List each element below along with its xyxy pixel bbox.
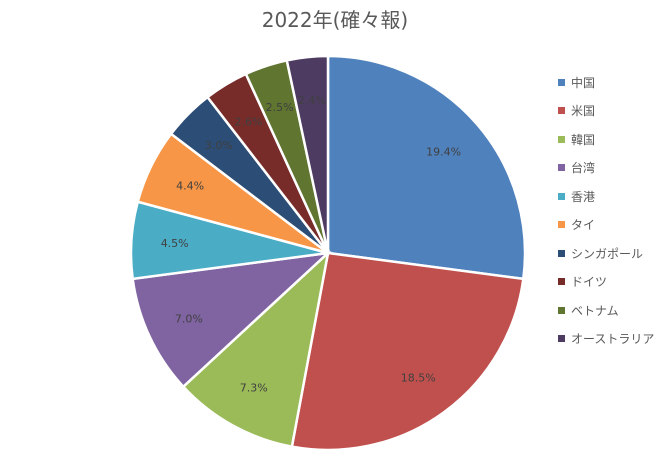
legend-label: 中国 <box>571 75 596 90</box>
legend-swatch <box>558 249 565 257</box>
legend-label: 韓国 <box>571 132 596 147</box>
legend-label: オーストラリア <box>571 332 655 347</box>
legend-item: タイ <box>558 211 654 240</box>
legend-item: 台湾 <box>558 154 654 183</box>
data-label-4: 4.5% <box>161 237 189 250</box>
pie-slice-1 <box>290 251 525 452</box>
legend-swatch <box>558 221 565 229</box>
legend-label: ベトナム <box>571 303 619 318</box>
legend-label: 台湾 <box>571 161 596 176</box>
data-label-9: 2.4% <box>298 94 326 107</box>
legend-item: ベトナム <box>558 296 654 325</box>
chart-legend: 中国米国韓国台湾香港タイシンガポール ドイツベトナムオーストラリア <box>558 68 654 353</box>
legend-swatch <box>558 278 565 286</box>
legend-item: 韓国 <box>558 125 654 154</box>
legend-item: オーストラリア <box>558 325 654 354</box>
pie-data-labels: 19.4% 18.5% 7.3% 7.0% 4.5% 4.4% 3.0%2.6% 2.5% 2.… <box>161 94 461 394</box>
legend-item: 香港 <box>558 182 654 211</box>
data-label-7: 2.6% <box>234 116 262 129</box>
pie-slice-3 <box>131 251 332 389</box>
data-label-2: 7.3% <box>240 382 268 395</box>
legend-swatch <box>558 192 565 200</box>
data-label-8: 2.5% <box>266 101 294 114</box>
legend-label: 香港 <box>571 189 596 204</box>
legend-swatch <box>558 335 565 343</box>
pie-slice-2 <box>181 249 330 449</box>
legend-label: ドイツ <box>571 275 608 290</box>
legend-label: シンガポール <box>571 246 644 261</box>
legend-swatch <box>558 135 565 143</box>
data-label-6: 3.0% <box>205 139 233 152</box>
legend-swatch <box>558 164 565 172</box>
legend-item: 米国 <box>558 97 654 126</box>
legend-swatch <box>558 78 565 86</box>
data-label-3: 7.0% <box>175 312 203 325</box>
legend-item: シンガポール <box>558 239 654 268</box>
pie-slices <box>129 54 527 452</box>
legend-label: タイ <box>571 218 596 233</box>
data-label-5: 4.4% <box>176 179 204 192</box>
chart-title: 2022年(確々報) <box>261 8 409 32</box>
legend-label: 米国 <box>571 104 596 119</box>
data-label-1: 18.5% <box>401 371 436 384</box>
legend-item: ドイツ <box>558 268 654 297</box>
pie-slice-0 <box>326 54 527 281</box>
legend-swatch <box>558 107 565 115</box>
legend-item: 中国 <box>558 68 654 97</box>
legend-swatch <box>558 306 565 314</box>
pie-slice-9 <box>285 54 330 254</box>
data-label-0: 19.4% <box>426 146 461 159</box>
